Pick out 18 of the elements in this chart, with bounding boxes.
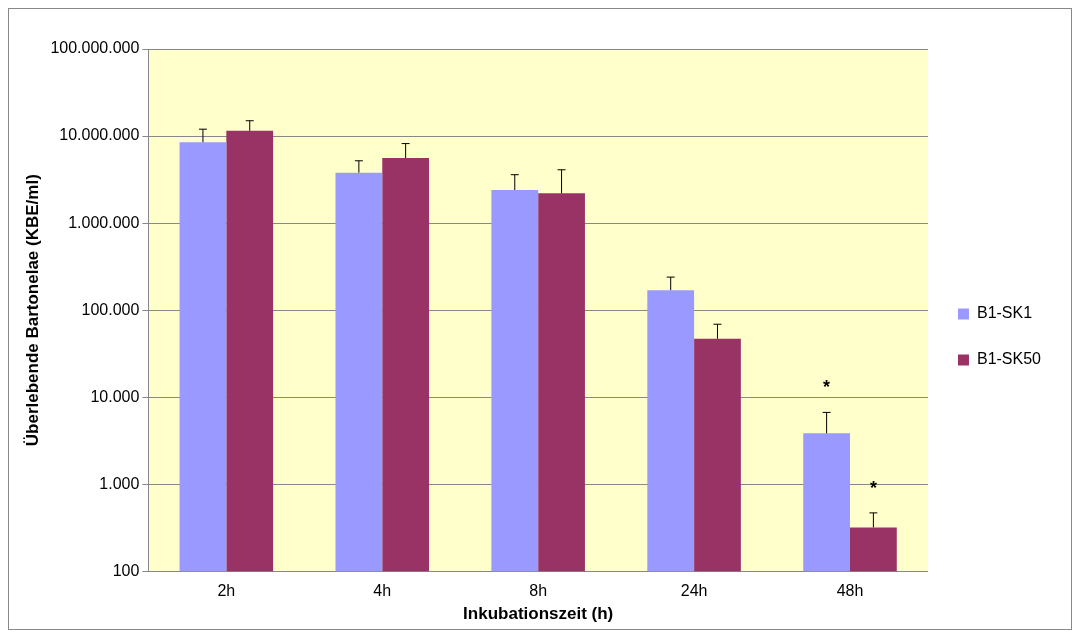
y-tick-label: 100.000.000 (50, 39, 140, 57)
y-tick-label: 10.000.000 (59, 126, 140, 144)
y-tick-label: 100.000 (81, 300, 140, 318)
x-tick-label: 8h (529, 582, 548, 600)
y-tick-label: 100 (112, 561, 140, 579)
legend-label: B1-SK50 (976, 350, 1042, 368)
annotation: * (869, 477, 877, 498)
x-tick-label: 24h (680, 582, 708, 600)
x-tick-label: 48h (836, 582, 864, 600)
y-tick-label: 10.000 (90, 387, 140, 405)
annotation: * (823, 377, 831, 398)
legend-label: B1-SK1 (976, 304, 1033, 322)
y-tick-label: 1.000 (99, 474, 140, 492)
x-tick-label: 2h (217, 582, 236, 600)
y-axis-title: Überlebende Bartonelae (KBE/ml) (22, 174, 42, 447)
x-tick-label: 4h (373, 582, 392, 600)
x-axis-title: Inkubationszeit (h) (463, 604, 614, 624)
y-tick-label: 1.000.000 (68, 213, 140, 231)
